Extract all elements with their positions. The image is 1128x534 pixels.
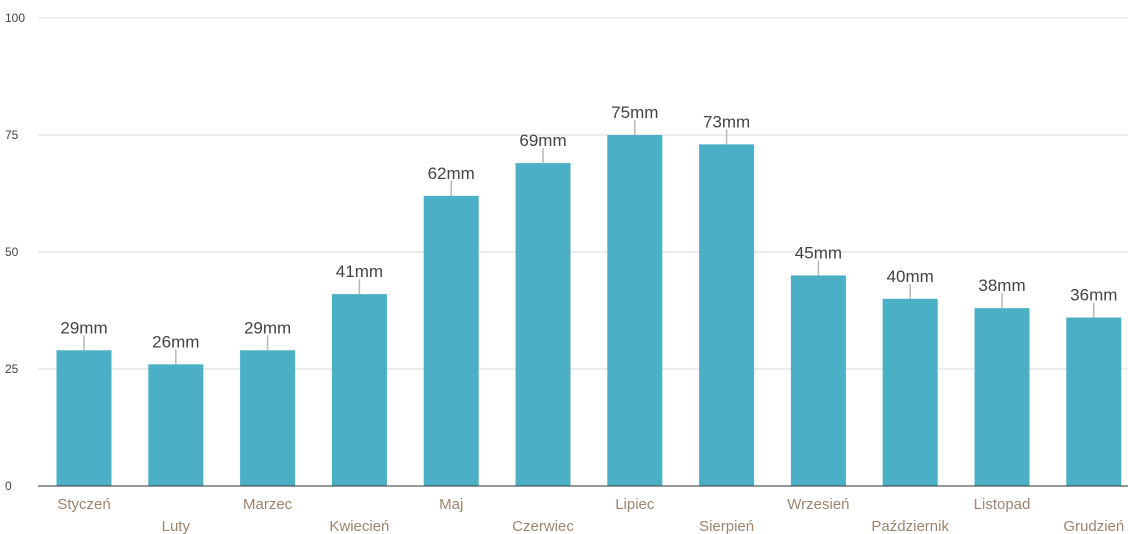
grid-lines: [38, 17, 1128, 370]
y-tick-label: 25: [5, 362, 19, 376]
data-label: 75mm: [611, 103, 658, 122]
x-tick-label: Październik: [871, 518, 949, 534]
data-label: 29mm: [244, 318, 291, 337]
data-label: 62mm: [428, 164, 475, 183]
bar-8: [699, 144, 755, 487]
x-tick-label: Sierpień: [699, 518, 754, 534]
bar-12: [1066, 317, 1122, 486]
bar-3: [240, 350, 296, 486]
data-label: 41mm: [336, 262, 383, 281]
bar-9: [790, 275, 846, 486]
x-tick-label: Styczeń: [57, 496, 110, 513]
data-label: 38mm: [978, 276, 1025, 295]
x-tick-label: Luty: [162, 518, 191, 534]
x-tick-label: Kwiecień: [329, 518, 389, 534]
x-tick-label: Marzec: [243, 496, 293, 513]
x-tick-label: Lipiec: [615, 496, 655, 513]
x-tick-label: Grudzień: [1063, 518, 1124, 534]
bars: [56, 135, 1122, 487]
data-label: 26mm: [152, 332, 199, 351]
bar-1: [56, 350, 112, 486]
bar-6: [515, 163, 571, 486]
data-label: 40mm: [887, 267, 934, 286]
x-axis-ticks: Styczeń Luty Marzec Kwiecień Maj Czerwiec Lipi…: [57, 496, 1124, 534]
y-tick-label: 75: [5, 128, 19, 142]
x-tick-label: Wrzesień: [787, 496, 849, 513]
bar-2: [148, 364, 204, 486]
y-axis-ticks: 0 25 50 75 100: [5, 11, 25, 493]
y-tick-label: 100: [5, 11, 25, 25]
x-tick-label: Czerwiec: [512, 518, 574, 534]
x-tick-label: Maj: [439, 496, 463, 513]
bar-11: [974, 308, 1030, 486]
bar-7: [607, 135, 663, 486]
data-labels: 29mm 26mm 29mm 41mm 62mm 69mm 75mm 73mm 45mm 40mm…: [60, 103, 1117, 351]
data-label: 73mm: [703, 112, 750, 131]
data-label: 45mm: [795, 243, 842, 262]
data-label: 69mm: [519, 131, 566, 150]
data-label: 36mm: [1070, 286, 1117, 305]
data-label: 29mm: [60, 318, 107, 337]
bar-5: [423, 195, 479, 486]
bar-4: [331, 294, 387, 486]
y-tick-label: 0: [5, 479, 12, 493]
bar-10: [882, 298, 938, 486]
label-leaders: [83, 120, 1095, 365]
x-tick-label: Listopad: [974, 496, 1031, 513]
y-tick-label: 50: [5, 245, 19, 259]
